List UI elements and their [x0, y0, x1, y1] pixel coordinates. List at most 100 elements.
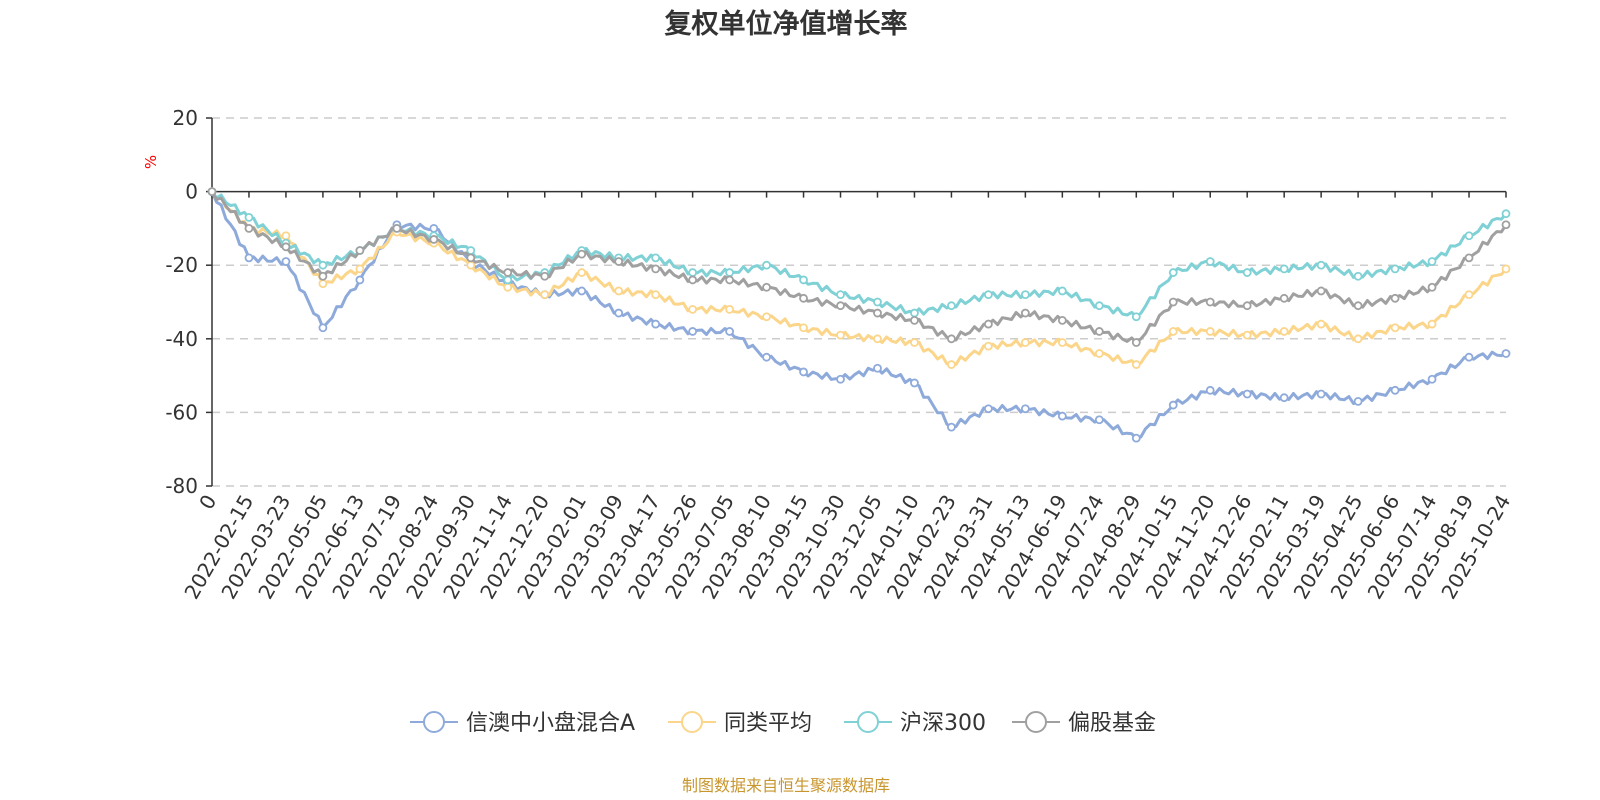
data-point: [540, 290, 550, 300]
data-point: [614, 286, 624, 296]
data-point: [577, 268, 587, 277]
data-point: [1131, 338, 1141, 347]
data-point: [1094, 415, 1104, 425]
series-lines: [207, 187, 1511, 443]
series-line: [210, 191, 1507, 440]
y-tick-label: -40: [165, 327, 198, 351]
legend-marker: [857, 711, 879, 733]
data-point: [725, 304, 734, 314]
data-point: [1316, 286, 1326, 296]
data-point: [1427, 374, 1437, 384]
data-point: [836, 290, 845, 300]
data-point: [281, 231, 291, 241]
data-point: [466, 246, 476, 255]
data-point: [1353, 271, 1363, 281]
data-point: [1501, 264, 1511, 274]
data-point: [1464, 290, 1474, 300]
data-point: [1131, 312, 1141, 322]
legend[interactable]: 信澳中小盘混合A 同类平均 沪深300 偏股基金: [410, 711, 1156, 736]
data-point: [947, 301, 956, 311]
data-point: [1094, 327, 1104, 336]
legend-label: 信澳中小盘混合A: [466, 711, 635, 736]
y-tick-label: 0: [185, 180, 198, 204]
data-point: [392, 223, 402, 233]
data-point: [318, 279, 328, 289]
data-point: [1501, 349, 1511, 358]
data-point: [651, 253, 661, 263]
data-point: [984, 404, 993, 414]
data-point: [244, 212, 254, 222]
data-point: [1020, 404, 1030, 414]
legend-item[interactable]: 同类平均: [668, 711, 812, 736]
data-point: [503, 275, 513, 285]
data-point: [429, 235, 439, 244]
legend-label: 沪深300: [900, 711, 986, 736]
legend-label: 同类平均: [724, 711, 812, 736]
data-point: [429, 223, 439, 233]
legend-marker: [681, 711, 703, 733]
data-point: [1279, 393, 1289, 403]
data-point: [762, 352, 771, 362]
series-1: [207, 187, 1511, 369]
data-point: [1205, 327, 1215, 336]
data-point: [1353, 301, 1363, 311]
data-point: [1464, 231, 1474, 241]
data-point: [1168, 297, 1178, 307]
data-point: [466, 260, 476, 270]
data-point: [1279, 293, 1289, 303]
data-point: [281, 242, 291, 252]
data-point: [1131, 360, 1141, 369]
y-tick-label: -80: [165, 474, 198, 498]
data-point: [799, 367, 808, 377]
data-point: [873, 334, 882, 344]
data-point: [1353, 396, 1363, 406]
y-axis-unit: %: [142, 155, 160, 169]
data-point: [873, 308, 882, 318]
data-point: [688, 268, 698, 277]
data-point: [725, 268, 734, 277]
data-point: [614, 257, 624, 266]
data-point: [207, 187, 217, 197]
data-point: [984, 341, 993, 351]
data-point: [355, 246, 365, 255]
data-point: [1205, 257, 1215, 266]
data-point: [1390, 323, 1400, 333]
x-tick-label: 0: [194, 491, 221, 514]
grid: [212, 117, 1506, 487]
y-tick-label: 20: [173, 106, 198, 130]
data-point: [281, 257, 291, 266]
data-point: [836, 330, 845, 340]
data-point: [577, 286, 587, 296]
data-point: [1316, 389, 1326, 399]
legend-item[interactable]: 沪深300: [844, 711, 986, 736]
data-point: [947, 422, 956, 432]
chart-title: 复权单位净值增长率: [665, 8, 908, 40]
data-point: [1390, 293, 1400, 303]
data-point: [318, 260, 328, 270]
data-point: [1020, 338, 1030, 347]
series-0: [207, 187, 1511, 443]
data-point: [799, 323, 808, 333]
y-tick-label: -60: [165, 400, 198, 424]
data-point: [1427, 257, 1437, 266]
data-point: [1464, 352, 1474, 362]
data-point: [947, 334, 956, 344]
data-point: [910, 315, 919, 325]
data-point: [503, 268, 513, 277]
data-point: [355, 264, 365, 274]
legend-item[interactable]: 信澳中小盘混合A: [410, 711, 635, 736]
legend-marker: [1025, 711, 1047, 733]
data-point: [466, 253, 476, 263]
legend-item[interactable]: 偏股基金: [1012, 711, 1156, 736]
data-point: [688, 275, 698, 285]
data-point: [614, 308, 624, 318]
data-point: [836, 301, 845, 311]
data-point: [651, 264, 661, 274]
data-point: [799, 275, 808, 285]
data-point: [1390, 385, 1400, 395]
data-point: [1057, 315, 1067, 325]
data-point: [1057, 286, 1067, 296]
data-point: [355, 275, 365, 285]
data-point: [1168, 400, 1178, 410]
